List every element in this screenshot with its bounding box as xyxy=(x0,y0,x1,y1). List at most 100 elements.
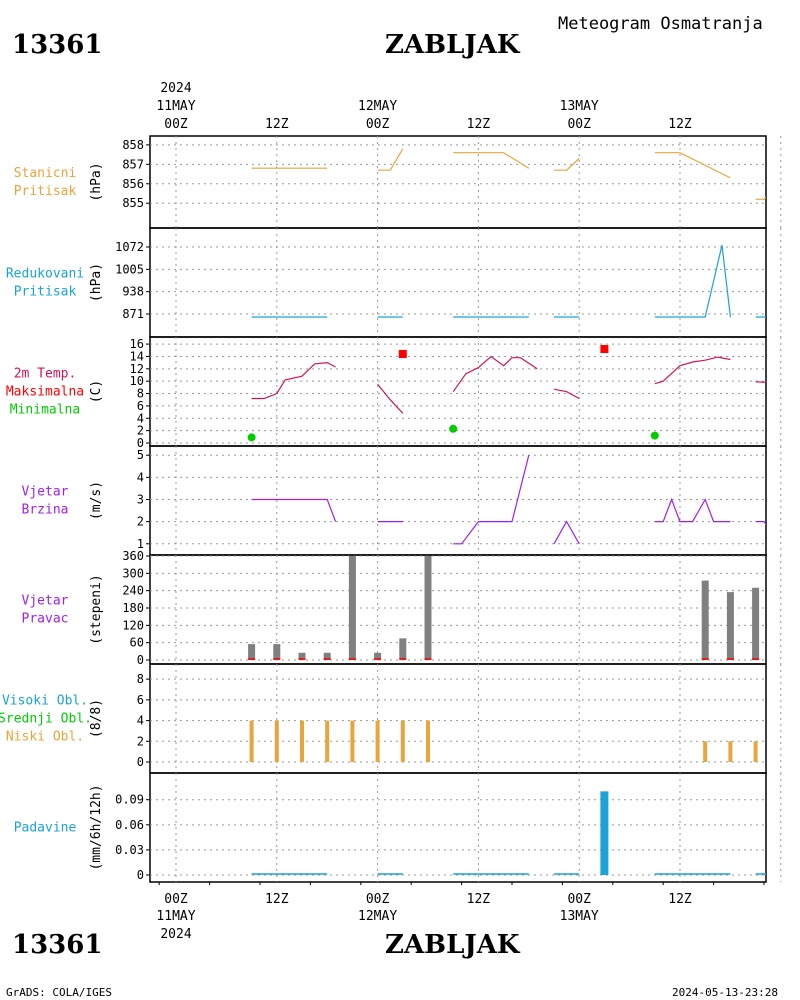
low-cloud-bar xyxy=(325,720,330,762)
panel-label: Redukovani xyxy=(6,267,84,282)
panel-frame xyxy=(149,554,767,665)
low-cloud-bar xyxy=(350,720,355,762)
low-cloud-bar xyxy=(300,720,304,762)
y-tick-label: 300 xyxy=(122,566,144,580)
top-date-label: 12MAY xyxy=(358,99,397,114)
y-tick-label: 0 xyxy=(137,436,144,450)
bottom-time-tick-label: 00Z xyxy=(366,892,390,907)
panel-label: Pravac xyxy=(22,612,69,627)
low-cloud-bar xyxy=(426,720,430,762)
low-cloud-bar xyxy=(728,741,733,762)
y-tick-label: 16 xyxy=(130,337,144,351)
y-tick-label: 6 xyxy=(137,693,144,707)
low-cloud-bar xyxy=(753,741,758,762)
y-tick-label: 4 xyxy=(137,714,144,728)
wind-direction-bar xyxy=(374,652,382,660)
tmin-marker xyxy=(449,424,458,433)
panel-marks xyxy=(251,455,766,545)
low-cloud-bar xyxy=(400,720,405,762)
y-tick-label: 0.06 xyxy=(115,818,144,832)
panel-marks xyxy=(248,556,760,660)
series-line xyxy=(755,196,766,200)
y-tick-label: 2 xyxy=(137,734,144,748)
station-id: 13361 xyxy=(12,30,103,60)
top-date-label: 13MAY xyxy=(560,99,599,114)
meteogram-title: Meteogram Osmatranja xyxy=(558,14,763,34)
series-line xyxy=(654,356,731,385)
panel-frame xyxy=(149,445,767,556)
wind-direction-bar xyxy=(273,644,281,660)
top-time-tick-label: 00Z xyxy=(366,117,390,132)
y-axis-unit-label: (C) xyxy=(89,380,104,403)
low-cloud-bar xyxy=(375,720,380,762)
y-tick-label: 855 xyxy=(122,196,144,210)
y-axis-unit-label: (hPa) xyxy=(89,263,104,302)
y-tick-label: 4 xyxy=(137,411,144,425)
y-tick-label: 120 xyxy=(122,618,144,632)
y-tick-label: 1 xyxy=(137,537,144,551)
panel-marks xyxy=(251,244,766,318)
panel-frame xyxy=(149,663,767,774)
top-time-tick-label: 00Z xyxy=(164,117,188,132)
tmin-marker xyxy=(650,431,659,440)
panel-label: Stanicni xyxy=(14,166,77,181)
grads-credit: GrADS: COLA/IGES xyxy=(6,986,112,999)
series-line xyxy=(453,455,530,545)
bottom-time-tick-label: 12Z xyxy=(668,892,692,907)
tmax-marker xyxy=(398,349,407,358)
series-line xyxy=(377,148,404,171)
generation-timestamp: 2024-05-13-23:28 xyxy=(672,986,778,999)
bottom-time-tick-label: 12Z xyxy=(467,892,491,907)
bottom-time-tick-label: 00Z xyxy=(567,892,591,907)
series-line xyxy=(553,388,580,400)
wind-direction-bar xyxy=(701,580,709,660)
series-line xyxy=(377,383,404,414)
y-tick-label: 180 xyxy=(122,601,144,615)
series-line xyxy=(553,520,580,545)
wind-direction-bar xyxy=(323,652,331,660)
y-tick-label: 6 xyxy=(137,399,144,413)
panel-label: Minimalna xyxy=(10,403,80,418)
panel-marks xyxy=(247,345,766,442)
tmax-marker xyxy=(600,345,609,354)
series-line xyxy=(755,381,766,383)
y-tick-label: 240 xyxy=(122,584,144,598)
y-tick-label: 5 xyxy=(137,448,144,462)
footer-station-id: 13361 xyxy=(12,930,103,960)
series-line xyxy=(453,152,530,169)
y-tick-label: 858 xyxy=(122,138,144,152)
y-tick-label: 10 xyxy=(130,374,144,388)
panel-label: Vjetar xyxy=(22,594,69,609)
wind-direction-bar xyxy=(298,652,306,660)
panel-label: Niski Obl. xyxy=(6,730,84,745)
y-tick-label: 60 xyxy=(130,636,144,650)
y-tick-label: 14 xyxy=(130,349,144,363)
low-cloud-bar xyxy=(703,741,708,762)
bottom-date-label: 11MAY xyxy=(156,909,195,924)
wind-direction-bar xyxy=(248,644,256,660)
panel-frame xyxy=(149,772,767,883)
panel-label: Visoki Obl. xyxy=(2,694,88,709)
low-cloud-bar xyxy=(249,720,254,762)
y-tick-label: 8 xyxy=(137,387,144,401)
y-tick-label: 0.09 xyxy=(115,793,144,807)
series-line xyxy=(654,497,731,523)
top-year-label: 2024 xyxy=(160,81,191,96)
top-time-tick-label: 12Z xyxy=(265,117,289,132)
wind-direction-bar xyxy=(726,592,734,660)
top-time-tick-label: 00Z xyxy=(567,117,591,132)
series-line xyxy=(452,355,538,393)
panel-label: Pritisak xyxy=(14,184,77,199)
bottom-time-tick-label: 12Z xyxy=(265,892,289,907)
y-tick-label: 0 xyxy=(137,755,144,769)
panel-label: Srednji Obl. xyxy=(0,712,92,727)
series-line xyxy=(554,158,580,171)
y-tick-label: 0 xyxy=(137,868,144,882)
panel-label: Brzina xyxy=(22,503,69,518)
y-tick-label: 2 xyxy=(137,424,144,438)
series-line xyxy=(654,152,731,179)
y-axis-unit-label: (m/s) xyxy=(89,481,104,520)
y-axis-unit-label: (mm/6h/12h) xyxy=(89,784,104,870)
y-tick-label: 0.03 xyxy=(115,843,144,857)
